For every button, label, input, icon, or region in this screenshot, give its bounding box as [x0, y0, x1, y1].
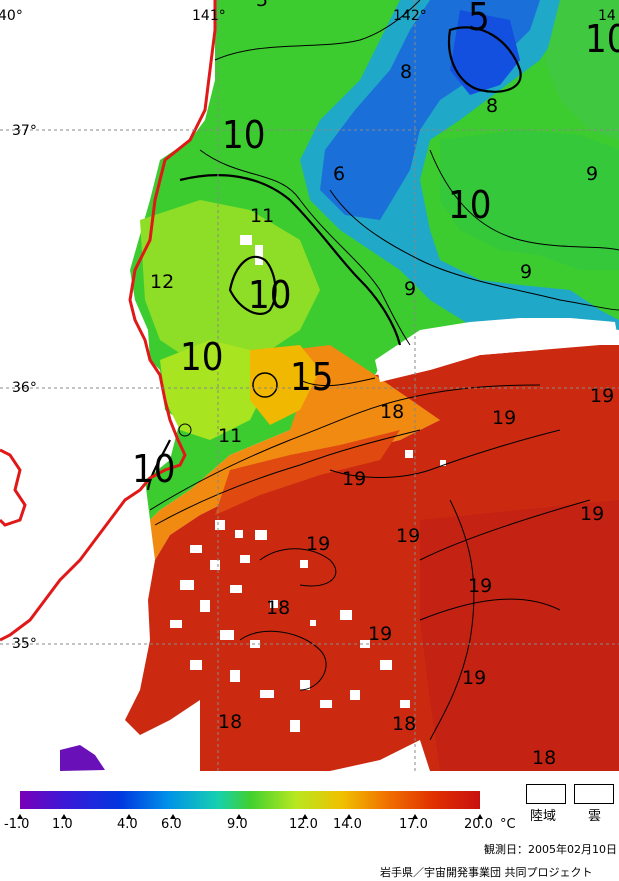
- contour-label: 19: [342, 468, 366, 490]
- contour-label: 19: [462, 667, 486, 689]
- cloud-speckle: [170, 235, 446, 732]
- lon-label-140: 40°: [0, 8, 23, 24]
- cloud-legend-swatch: [574, 784, 614, 804]
- colorbar-tick-label: 1.0: [52, 817, 73, 832]
- lon-label-141: 141°: [192, 8, 226, 24]
- colorbar-tick-label: -1.0: [4, 817, 30, 832]
- contour-label: 18: [266, 597, 290, 619]
- contour-label: 5: [468, 0, 490, 39]
- colorbar-ticks: [17, 814, 483, 819]
- contour-label: 5: [256, 0, 268, 11]
- contour-label: 8: [400, 61, 412, 83]
- contour-label: 18: [380, 401, 404, 423]
- colorbar-gradient: [20, 791, 480, 809]
- cloud-mask: [375, 318, 619, 382]
- contour-label: 10: [222, 113, 266, 157]
- contour-label: 18: [532, 747, 556, 769]
- contour-label: 19: [580, 503, 604, 525]
- credit-line: 岩手県／宇宙開発事業団 共同プロジェクト: [380, 866, 593, 879]
- transition-zone: [150, 345, 440, 560]
- observation-date: 観測日：2005年02月10日: [484, 843, 617, 856]
- land-legend-swatch: [526, 784, 566, 804]
- colorbar-tick-label: 14.0: [333, 817, 362, 832]
- contour-label: 10: [132, 447, 176, 491]
- contour-label: 8: [486, 95, 498, 117]
- contour-label: 18: [392, 713, 416, 735]
- contour-label: 10: [585, 17, 619, 61]
- sst-map: 40° 141° 142° 14 37° 36° 35° 5 10 10 10 …: [0, 0, 619, 771]
- colorbar-panel: -1.0 1.0 4.0 6.0 9.0 12.0 14.0 17.0 20.0…: [0, 771, 619, 881]
- contour-label: 19: [306, 533, 330, 555]
- contour-label: 10: [180, 335, 224, 379]
- cloud-legend-label: 雲: [588, 809, 602, 824]
- lat-label-35: 35°: [12, 636, 37, 652]
- colorbar-tick-label: 6.0: [161, 817, 182, 832]
- colorbar-unit: °C: [500, 817, 516, 832]
- contour-label: 12: [150, 271, 174, 293]
- contour-label: 11: [250, 205, 274, 227]
- bold-contours: [146, 26, 522, 491]
- colorbar-tick-label: 12.0: [289, 817, 318, 832]
- lat-label-36: 36°: [12, 380, 37, 396]
- lon-label-143: 14: [598, 8, 616, 24]
- contour-lines: [149, 0, 619, 741]
- contour-label: 19: [368, 623, 392, 645]
- coastline: [0, 0, 217, 642]
- colorbar: [17, 791, 483, 819]
- contour-label: 9: [520, 261, 532, 283]
- land-legend-label: 陸域: [530, 809, 557, 824]
- contour-label: 19: [492, 407, 516, 429]
- contour-label: 19: [590, 385, 614, 407]
- colorbar-tick-label: 4.0: [117, 817, 138, 832]
- contour-label: 10: [448, 183, 492, 227]
- colorbar-tick-label: 17.0: [399, 817, 428, 832]
- contour-label: 6: [333, 163, 345, 185]
- colorbar-tick-label: 9.0: [227, 817, 248, 832]
- contour-label: 15: [290, 355, 334, 399]
- contour-label: 18: [218, 711, 242, 733]
- colorbar-tick-label: 20.0: [464, 817, 493, 832]
- lon-label-142: 142°: [393, 8, 427, 24]
- graticule: [0, 0, 619, 771]
- contour-label: 10: [248, 273, 292, 317]
- contour-label: 11: [218, 425, 242, 447]
- lat-label-37: 37°: [12, 123, 37, 139]
- contour-label: 19: [468, 575, 492, 597]
- contour-label: 9: [586, 163, 598, 185]
- contour-label: 9: [404, 278, 416, 300]
- contour-label: 19: [396, 525, 420, 547]
